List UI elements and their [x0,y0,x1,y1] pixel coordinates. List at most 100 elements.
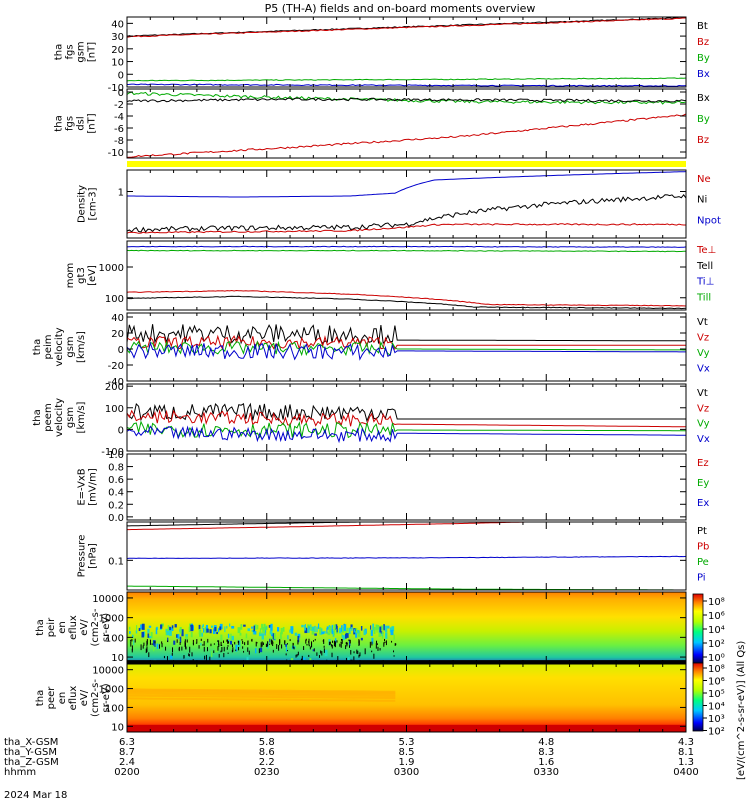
y-axis-label-line: [km/s] [76,331,87,363]
colorbar-tick-label: 10⁸ [708,664,725,675]
spectrogram-speck [251,629,254,632]
spectrogram-noise [198,645,200,649]
x-row-value: 2.2 [259,757,275,768]
spectrogram-noise [260,642,262,648]
colorbar-upper [692,593,704,664]
x-row-value: 5.3 [399,737,415,748]
series-fgs_dsl-Bz [126,113,687,158]
series-density-Ni [126,193,687,233]
spectrogram-noise [267,641,269,647]
y-axis-label-line: en [57,621,68,634]
y-tick-label: 100 [105,404,124,415]
spectrogram-noise [383,642,385,647]
spectrogram-speck [235,644,238,652]
spectrogram-speck [387,625,390,629]
spectrogram-noise [395,643,397,646]
spectrogram-streak [126,697,396,702]
y-tick-label: -4 [114,112,124,123]
spectrogram-speck [205,624,208,631]
spectrogram-noise [188,653,190,657]
y-tick-label: 10 [111,722,124,733]
legend-item: Vy [697,348,710,359]
x-row-value: 0230 [254,767,279,778]
y-axis-label-line: [nT] [87,113,98,133]
x-axis-labels: tha_X-GSM 6.3 5.8 5.3 4.8 4.3 tha_Y-GSM 8.7 8.6 8… [4,737,699,778]
spectrogram-noise [323,645,325,648]
spectrogram-noise [371,650,373,653]
panel-fgs_dsl: -10-8-6-4-20 tha fgs dsl [nT] Bx By Bz [54,88,710,159]
spectrogram-noise [350,650,352,655]
spectrogram-speck [304,625,306,631]
series-peim_v-Vx [126,341,686,361]
colorbar-tick-label: 10² [708,727,725,738]
y-axis-label-line: E=-VxB [77,468,88,505]
spectrogram-speck [316,626,318,633]
spectrogram-noise [202,644,204,646]
spectrogram-noise [358,640,360,646]
legend-item: Npot [697,215,721,226]
spectrogram-speck [210,650,213,658]
spectrogram-speck [128,626,131,630]
spectrogram-noise [384,641,386,643]
legend-item: By [697,114,710,125]
spectrogram-noise [301,655,303,662]
colorbar-lower [692,662,704,732]
spectrogram-noise [131,638,133,642]
y-tick-label: 30 [111,32,124,43]
spectrogram-noise [297,639,299,645]
spectrogram-noise [311,641,313,648]
spectrogram-speck [141,623,145,630]
spectrogram-noise [278,645,280,651]
spectrogram-noise [161,643,163,648]
spectrogram-speck [285,644,287,652]
spectrogram-speck [160,624,163,629]
spectrogram-speck [171,625,174,629]
spectrogram-speck [181,629,184,637]
spectrogram-noise [393,655,395,657]
spectrogram-noise [226,639,228,642]
spectrogram-speck [167,637,169,643]
y-tick-label: 1000 [99,263,124,274]
spectrogram-noise [333,641,335,647]
spectrogram-speck [245,633,248,639]
spectrogram-noise [247,640,249,645]
spectrogram-speck [229,623,231,627]
x-row-label: tha_Y-GSM [4,747,57,758]
x-row-value: 0400 [673,767,698,778]
spectrogram-speck [209,629,212,634]
spectrogram-noise [258,648,260,654]
spectrogram-noise [284,640,286,643]
spectrogram-peir_spec [127,592,686,663]
spectrogram-speck [370,625,372,630]
spectrogram-noise [178,646,180,650]
spectrogram-noise [238,646,240,651]
spectrogram-speck [363,630,366,636]
panel-peer_spec: 10 100 1000 10000 tha peer en eflux eV/(cm2-s-sr… [35,663,687,733]
spectrogram-noise [345,645,347,650]
spectrogram-speck [390,629,394,636]
spectrogram-noise [376,643,378,646]
y-axis-label-line: (cm2-s- [90,608,101,646]
y-axis-label-line: velocity [54,398,65,437]
spectrogram-noise [348,639,350,641]
spectrogram-speck [297,635,300,643]
spectrogram-speck [206,628,209,633]
spectrogram-speck [152,640,156,647]
spectrogram-speck [138,628,141,632]
spectrogram-speck [147,628,150,633]
spectrogram-noise [167,640,169,643]
spectrogram-noise [353,651,355,654]
spectrogram-speck [317,623,320,629]
spectrogram-speck [166,630,170,636]
spectrogram-speck [350,624,353,629]
spectrogram-speck [152,645,155,652]
spectrogram-speck [304,627,308,634]
y-tick-label: 0 [118,425,124,436]
spectrogram-noise [218,653,220,658]
spectrogram-noise [295,654,297,658]
spectrogram-noise [221,646,223,652]
colorbar-tick-label: 10⁸ [708,597,725,608]
spectrogram-speck [351,627,353,631]
spectrogram-noise [279,640,281,646]
